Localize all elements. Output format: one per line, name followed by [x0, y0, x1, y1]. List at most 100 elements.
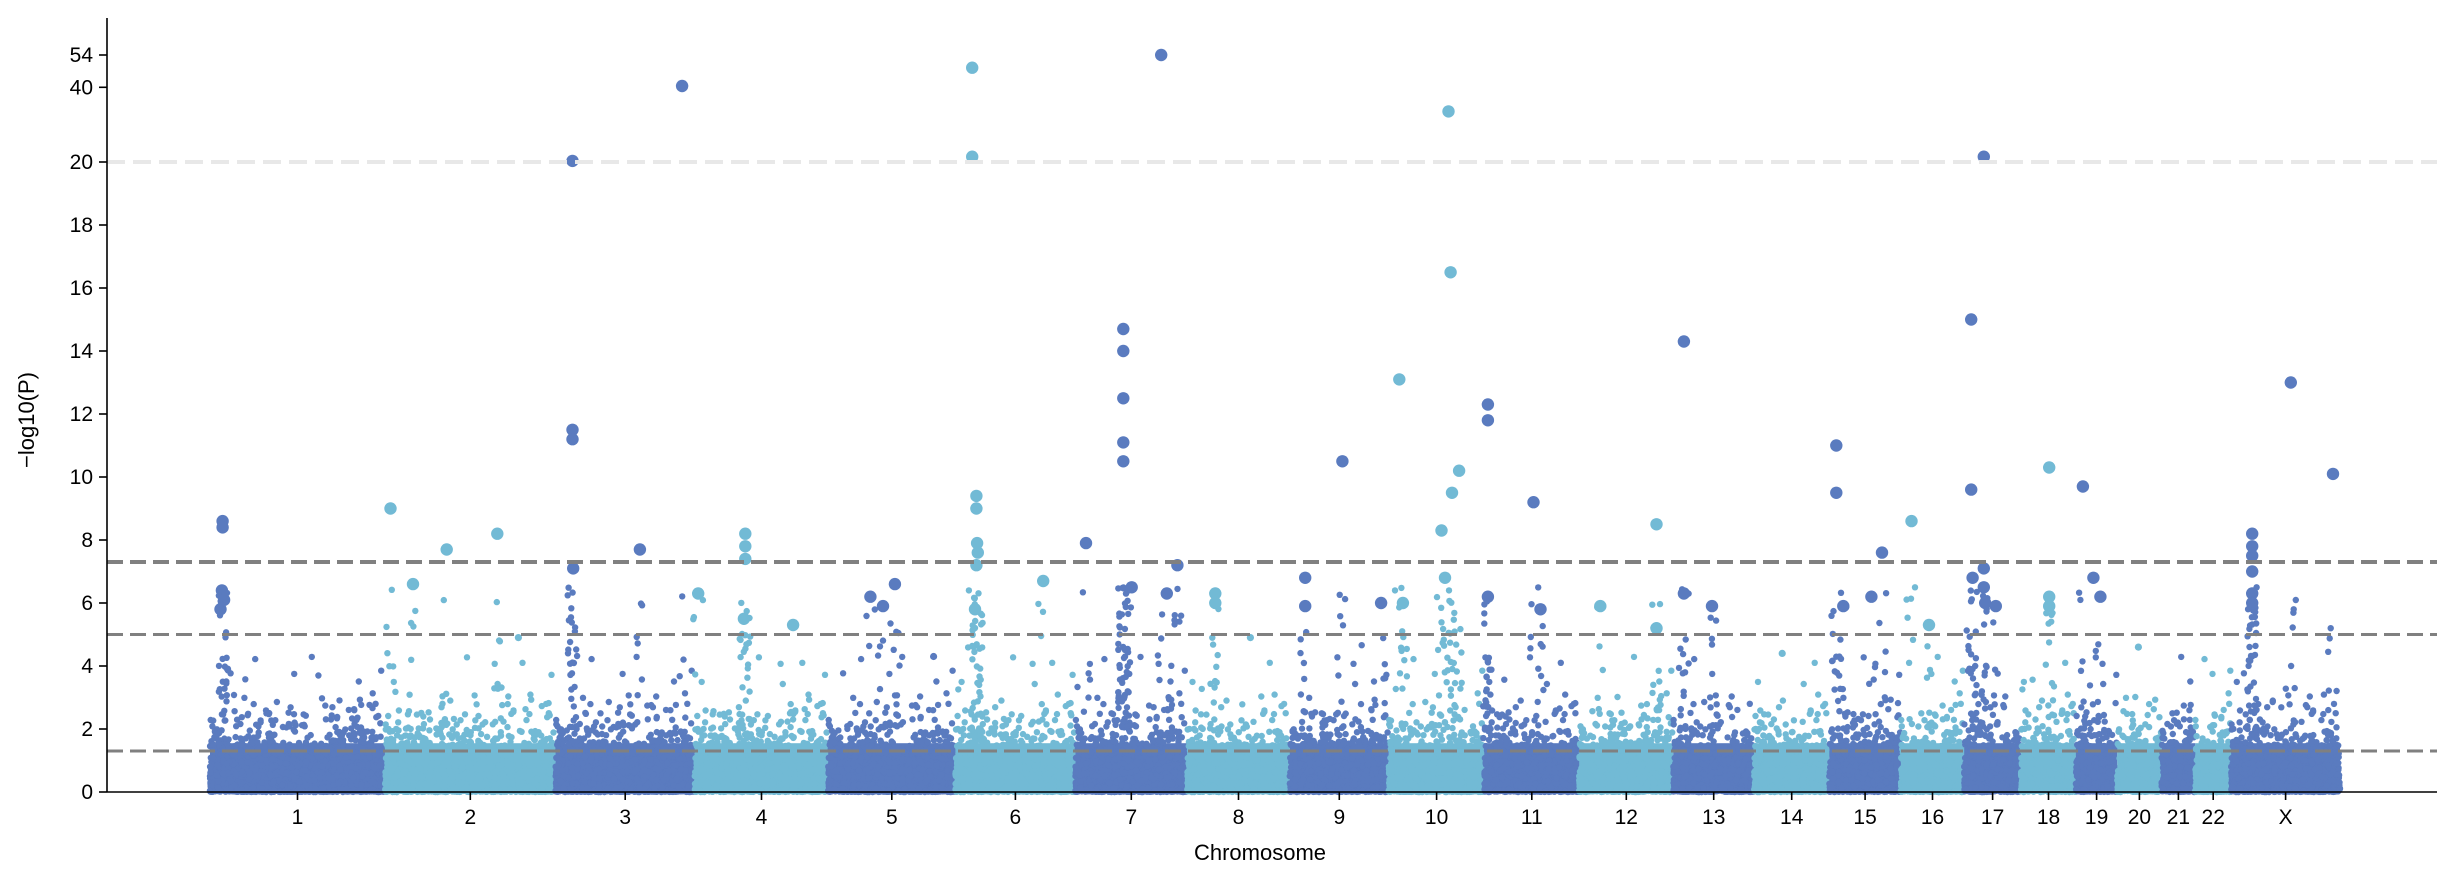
background-point	[534, 760, 542, 767]
peak-point-chr1	[224, 665, 232, 673]
background-point	[466, 738, 473, 745]
background-point	[488, 763, 495, 770]
peak-tower-point	[223, 698, 230, 705]
background-point	[232, 770, 239, 778]
background-point	[279, 723, 287, 731]
background-point	[353, 716, 360, 723]
peak-point-chr2	[440, 543, 453, 556]
background-point	[451, 731, 459, 738]
background-point	[350, 774, 357, 781]
background-point	[273, 698, 281, 706]
background-point	[438, 740, 446, 748]
peak-tower-point	[440, 596, 447, 604]
background-point	[250, 784, 257, 792]
background-point	[237, 741, 245, 748]
background-point	[452, 757, 459, 764]
background-point	[336, 697, 343, 704]
background-point	[358, 781, 365, 788]
background-point	[386, 728, 393, 735]
background-point	[523, 785, 530, 792]
background-point	[405, 785, 412, 792]
background-point	[252, 773, 259, 780]
background-point	[444, 762, 452, 769]
background-point	[266, 738, 274, 745]
background-point	[223, 760, 230, 767]
background-point	[426, 727, 433, 734]
background-point	[396, 778, 403, 785]
peak-tower-point	[497, 715, 504, 722]
background-point	[282, 760, 290, 767]
background-point	[550, 729, 557, 736]
background-point	[516, 787, 523, 795]
background-point	[291, 728, 299, 735]
background-point	[420, 713, 427, 720]
background-point	[504, 723, 511, 731]
peak-tower-point	[225, 736, 232, 743]
peak-tower-point	[383, 623, 390, 631]
background-point	[421, 760, 429, 768]
background-point	[302, 739, 310, 746]
background-point	[644, 716, 651, 723]
background-point	[307, 731, 314, 739]
background-point	[352, 737, 359, 744]
background-point	[239, 787, 246, 795]
background-point	[302, 712, 309, 719]
peak-tower-point	[443, 690, 450, 697]
background-point	[440, 783, 447, 790]
background-point	[475, 712, 482, 720]
background-point	[207, 716, 214, 724]
background-point	[445, 777, 452, 784]
background-point	[479, 782, 486, 789]
background-point	[544, 753, 551, 760]
peak-tower-point	[217, 601, 225, 608]
background-point	[371, 764, 379, 772]
background-point	[238, 758, 245, 765]
background-point	[206, 763, 214, 770]
background-point	[346, 732, 353, 739]
background-point	[420, 720, 428, 728]
background-point	[302, 758, 310, 766]
background-point	[413, 711, 421, 718]
background-point	[461, 711, 469, 718]
background-point	[252, 655, 259, 663]
background-point	[399, 784, 406, 791]
background-point	[425, 773, 432, 780]
peak-tower-point	[412, 607, 419, 615]
peak-tower-point	[439, 700, 446, 707]
peak-tower-point	[386, 663, 393, 670]
background-point	[355, 678, 362, 685]
background-point	[510, 707, 517, 714]
background-point	[519, 659, 526, 666]
background-point	[445, 742, 453, 749]
background-point	[254, 739, 261, 746]
background-point	[457, 717, 464, 724]
peak-tower-point	[215, 662, 223, 670]
background-point	[215, 778, 222, 785]
background-point	[547, 776, 554, 783]
background-point	[283, 769, 290, 777]
background-point	[495, 762, 503, 769]
background-point	[362, 769, 369, 776]
background-point	[230, 691, 238, 699]
background-point	[311, 777, 318, 784]
background-point	[439, 734, 446, 741]
background-point	[469, 753, 476, 760]
background-point	[301, 767, 309, 774]
background-point	[261, 744, 268, 751]
background-point	[322, 702, 329, 709]
peak-tower-point	[498, 684, 505, 691]
background-point	[499, 770, 506, 777]
background-point	[257, 755, 265, 763]
background-point	[364, 728, 371, 735]
background-point	[213, 772, 221, 779]
background-point	[209, 723, 216, 730]
background-point	[463, 654, 471, 661]
background-point	[372, 700, 379, 707]
background-point	[303, 782, 310, 789]
peak-tower-point	[496, 638, 504, 645]
background-point	[384, 767, 392, 775]
background-point	[458, 773, 465, 780]
peak-tower-point	[493, 598, 500, 606]
background-point	[531, 779, 538, 787]
